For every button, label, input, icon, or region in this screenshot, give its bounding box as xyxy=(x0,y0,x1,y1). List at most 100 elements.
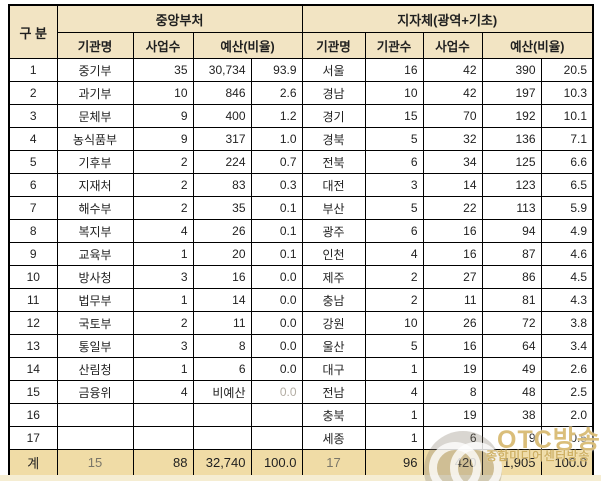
cell-left-ratio: 0.1 xyxy=(250,219,303,243)
cell-right-ratio: 4.3 xyxy=(540,288,594,312)
cell-right-project-count: 8 xyxy=(422,380,483,404)
cell-left-agency-name: 산림청 xyxy=(56,357,134,381)
cell-left-budget: 6 xyxy=(192,357,252,381)
cell-left-project-count: 9 xyxy=(132,104,194,128)
cell-left-ratio xyxy=(250,403,303,427)
cell-left-budget: 846 xyxy=(192,81,252,105)
total-row: 계 15 88 32,740 100.0 17 96 420 1,905 100… xyxy=(8,449,594,476)
cell-total-left-budget: 32,740 xyxy=(192,449,252,476)
cell-right-project-count: 70 xyxy=(422,104,483,128)
cell-left-project-count: 2 xyxy=(132,173,194,197)
cell-total-right-org-count: 96 xyxy=(364,449,424,476)
cell-total-right-budget: 1,905 xyxy=(481,449,542,476)
cell-right-agency-name: 광주 xyxy=(301,219,366,243)
cell-right-org-count: 3 xyxy=(364,173,424,197)
cell-right-ratio: 7.1 xyxy=(540,127,594,151)
table-row: 1 중기부 35 30,734 93.9 서울 16 42 390 20.5 xyxy=(8,58,594,82)
cell-right-project-count: 6 xyxy=(422,426,483,450)
group-header-row: 구 분 중앙부처 지자체(광역+기초) xyxy=(8,4,594,59)
cell-right-ratio: 20.5 xyxy=(540,58,594,82)
cell-right-ratio: 4.9 xyxy=(540,219,594,243)
cell-right-org-count: 6 xyxy=(364,219,424,243)
cell-left-project-count: 9 xyxy=(132,127,194,151)
cell-total-left-agency-count: 15 xyxy=(56,449,134,476)
cell-category-no: 1 xyxy=(8,58,58,82)
cell-left-budget xyxy=(192,426,252,450)
cell-category-no: 9 xyxy=(8,242,58,266)
cell-right-project-count: 16 xyxy=(422,219,483,243)
cell-right-org-count: 5 xyxy=(364,334,424,358)
cell-right-org-count: 10 xyxy=(364,81,424,105)
cell-right-agency-name: 제주 xyxy=(301,265,366,289)
cell-right-budget: 390 xyxy=(481,58,542,82)
cell-right-agency-name: 전북 xyxy=(301,150,366,174)
cell-right-budget: 38 xyxy=(481,403,542,427)
cell-right-budget: 125 xyxy=(481,150,542,174)
table-row: 12 국토부 2 11 0.0 강원 10 26 72 3.8 xyxy=(8,311,594,335)
table-row: 9 교육부 1 20 0.1 인천 4 16 87 4.6 xyxy=(8,242,594,266)
cell-right-project-count: 11 xyxy=(422,288,483,312)
budget-table: 구 분 중앙부처 지자체(광역+기초) 기관명 사업수 예산(비율) 기관명 기… xyxy=(8,4,594,477)
cell-left-budget: 35 xyxy=(192,196,252,220)
cell-category-no: 10 xyxy=(8,265,58,289)
cell-total-right-agency-count: 17 xyxy=(301,449,366,476)
cell-category-no: 7 xyxy=(8,196,58,220)
cell-left-project-count xyxy=(132,403,194,427)
cell-left-ratio: 0.3 xyxy=(250,173,303,197)
cell-left-agency-name: 법무부 xyxy=(56,288,134,312)
cell-left-agency-name: 농식품부 xyxy=(56,127,134,151)
column-header-left-agency-name: 기관명 xyxy=(56,32,134,59)
cell-right-budget: 136 xyxy=(481,127,542,151)
table-row: 16 충북 1 19 38 2.0 xyxy=(8,403,594,427)
table-row: 13 통일부 3 8 0.0 울산 5 16 64 3.4 xyxy=(8,334,594,358)
cell-right-org-count: 6 xyxy=(364,150,424,174)
corner-header-category: 구 분 xyxy=(8,4,58,59)
cell-right-agency-name: 충남 xyxy=(301,288,366,312)
cell-right-ratio: 2.6 xyxy=(540,357,594,381)
table-body: 1 중기부 35 30,734 93.9 서울 16 42 390 20.5 2 과기부 10 846 2.… xyxy=(8,58,594,450)
cell-right-org-count: 4 xyxy=(364,242,424,266)
cell-category-no: 16 xyxy=(8,403,58,427)
cell-right-budget: 72 xyxy=(481,311,542,335)
cell-left-ratio: 0.0 xyxy=(250,357,303,381)
cell-left-budget xyxy=(192,403,252,427)
cell-left-budget: 224 xyxy=(192,150,252,174)
cell-right-org-count: 10 xyxy=(364,311,424,335)
cell-left-project-count: 1 xyxy=(132,357,194,381)
cell-right-budget: 123 xyxy=(481,173,542,197)
cell-right-budget: 81 xyxy=(481,288,542,312)
cell-right-budget: 94 xyxy=(481,219,542,243)
cell-right-project-count: 16 xyxy=(422,242,483,266)
cell-left-agency-name: 국토부 xyxy=(56,311,134,335)
cell-right-org-count: 2 xyxy=(364,288,424,312)
column-header-left-project-count: 사업수 xyxy=(132,32,194,59)
cell-category-no: 2 xyxy=(8,81,58,105)
cell-left-budget: 16 xyxy=(192,265,252,289)
column-header-right-project-count: 사업수 xyxy=(422,32,483,59)
group-header-central-ministries: 중앙부처 xyxy=(56,4,303,33)
cell-right-ratio: 2.5 xyxy=(540,380,594,404)
cell-right-budget: 192 xyxy=(481,104,542,128)
cell-right-ratio: 10.3 xyxy=(540,81,594,105)
cell-left-project-count: 2 xyxy=(132,311,194,335)
cell-right-project-count: 19 xyxy=(422,403,483,427)
cell-left-ratio: 0.0 xyxy=(250,265,303,289)
cell-left-ratio: 0.1 xyxy=(250,242,303,266)
cell-left-project-count: 1 xyxy=(132,242,194,266)
cell-total-label: 계 xyxy=(8,449,58,476)
cell-category-no: 12 xyxy=(8,311,58,335)
cell-category-no: 5 xyxy=(8,150,58,174)
cell-left-agency-name: 통일부 xyxy=(56,334,134,358)
cell-right-budget: 48 xyxy=(481,380,542,404)
cell-left-project-count xyxy=(132,426,194,450)
cell-right-ratio: 6.5 xyxy=(540,173,594,197)
cell-right-ratio: 4.6 xyxy=(540,242,594,266)
table-row: 8 복지부 4 26 0.1 광주 6 16 94 4.9 xyxy=(8,219,594,243)
cell-category-no: 14 xyxy=(8,357,58,381)
cell-right-agency-name: 서울 xyxy=(301,58,366,82)
cell-right-ratio: 2.0 xyxy=(540,403,594,427)
cell-total-left-project-count: 88 xyxy=(132,449,194,476)
cell-right-ratio: 3.8 xyxy=(540,311,594,335)
cell-left-budget: 8 xyxy=(192,334,252,358)
cell-category-no: 11 xyxy=(8,288,58,312)
